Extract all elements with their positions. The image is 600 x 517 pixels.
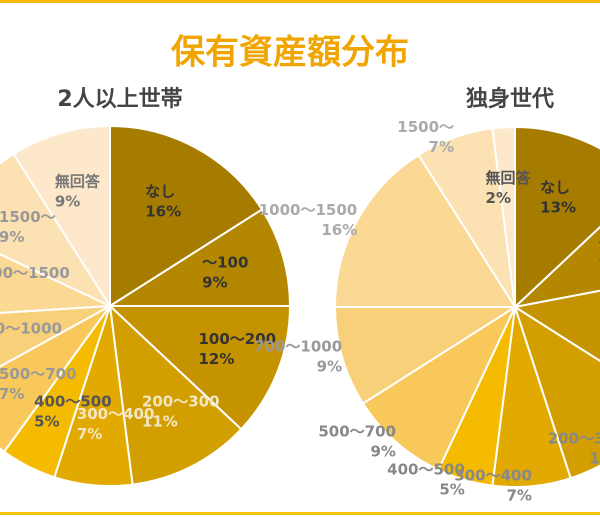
pie-slice	[513, 304, 600, 480]
slice-label: 無回答	[55, 172, 101, 190]
chart-title: 独身世代	[466, 86, 554, 112]
slice-value: 5%	[34, 412, 59, 430]
pie-slice	[511, 225, 600, 309]
slice-label: 200～300	[548, 430, 600, 448]
slice-label: 200～300	[142, 392, 220, 410]
pie-slice	[361, 304, 518, 472]
slice-value: 7%	[77, 425, 102, 443]
slice-value: 11%	[589, 450, 600, 468]
pie-slice	[0, 305, 111, 454]
chart-title: 2人以上世帯	[57, 86, 182, 112]
page-title: 保有資産額分布	[171, 33, 409, 73]
slice-value: 9%	[55, 192, 80, 210]
slice-value: 9%	[370, 443, 395, 461]
pie-slice	[333, 153, 517, 308]
slice-value: 7%	[429, 138, 454, 156]
slice-value: 9%	[0, 228, 24, 246]
slice-label: なし	[540, 178, 570, 196]
slice-label: なし	[145, 182, 175, 200]
slice-label: 500～700	[318, 423, 396, 441]
pie-slice	[106, 208, 292, 307]
slice-value: 12%	[198, 350, 234, 368]
slice-label: 1500～	[0, 208, 56, 226]
pie-slice	[491, 125, 516, 308]
pies: なし16%～1009%100～20012%200～30011%300～4007%…	[0, 118, 600, 505]
pie-slice	[0, 253, 111, 314]
slice-value: 9%	[202, 273, 227, 291]
slice-value: 9%	[599, 254, 600, 272]
top-border	[0, 0, 600, 3]
slice-label: 400～500	[34, 392, 112, 410]
slice-value: 11%	[142, 412, 178, 430]
slice-label: 300～400	[454, 467, 532, 485]
pie-slice	[514, 125, 600, 310]
slice-value: 13%	[540, 198, 576, 216]
slice-value: 7%	[0, 385, 24, 403]
slice-value: 5%	[439, 480, 464, 498]
slice-label: ～100	[599, 234, 600, 252]
slice-label: 100～200	[198, 330, 276, 348]
pie-slice	[109, 124, 264, 308]
slice-value: 16%	[321, 221, 357, 239]
slice-label: 300～400	[77, 405, 155, 423]
bottom-border	[0, 512, 600, 515]
slice-label: 700～1000	[0, 320, 62, 338]
slice-value: 2%	[486, 189, 511, 207]
pie-slice	[512, 289, 600, 363]
pie-slice	[107, 305, 292, 431]
pie-slice	[12, 124, 111, 310]
slice-label: 無回答	[486, 169, 532, 187]
pie-slice	[108, 303, 243, 486]
slice-value: 9%	[317, 358, 342, 376]
slice-label: 1000～1500	[259, 201, 358, 219]
pie-slice	[333, 306, 519, 405]
slice-value: 16%	[145, 202, 181, 220]
slice-label: 1000～1500	[0, 264, 70, 282]
slice-label: ～100	[202, 253, 248, 271]
slice-value: 7%	[506, 487, 531, 505]
slice-label: 400～500	[387, 460, 465, 478]
slice-label: 700～1000	[254, 338, 342, 356]
pie-slice	[0, 305, 111, 368]
pie-slice	[0, 152, 113, 309]
slice-label: 1500～	[397, 118, 454, 136]
slice-label: 500～700	[0, 365, 77, 383]
